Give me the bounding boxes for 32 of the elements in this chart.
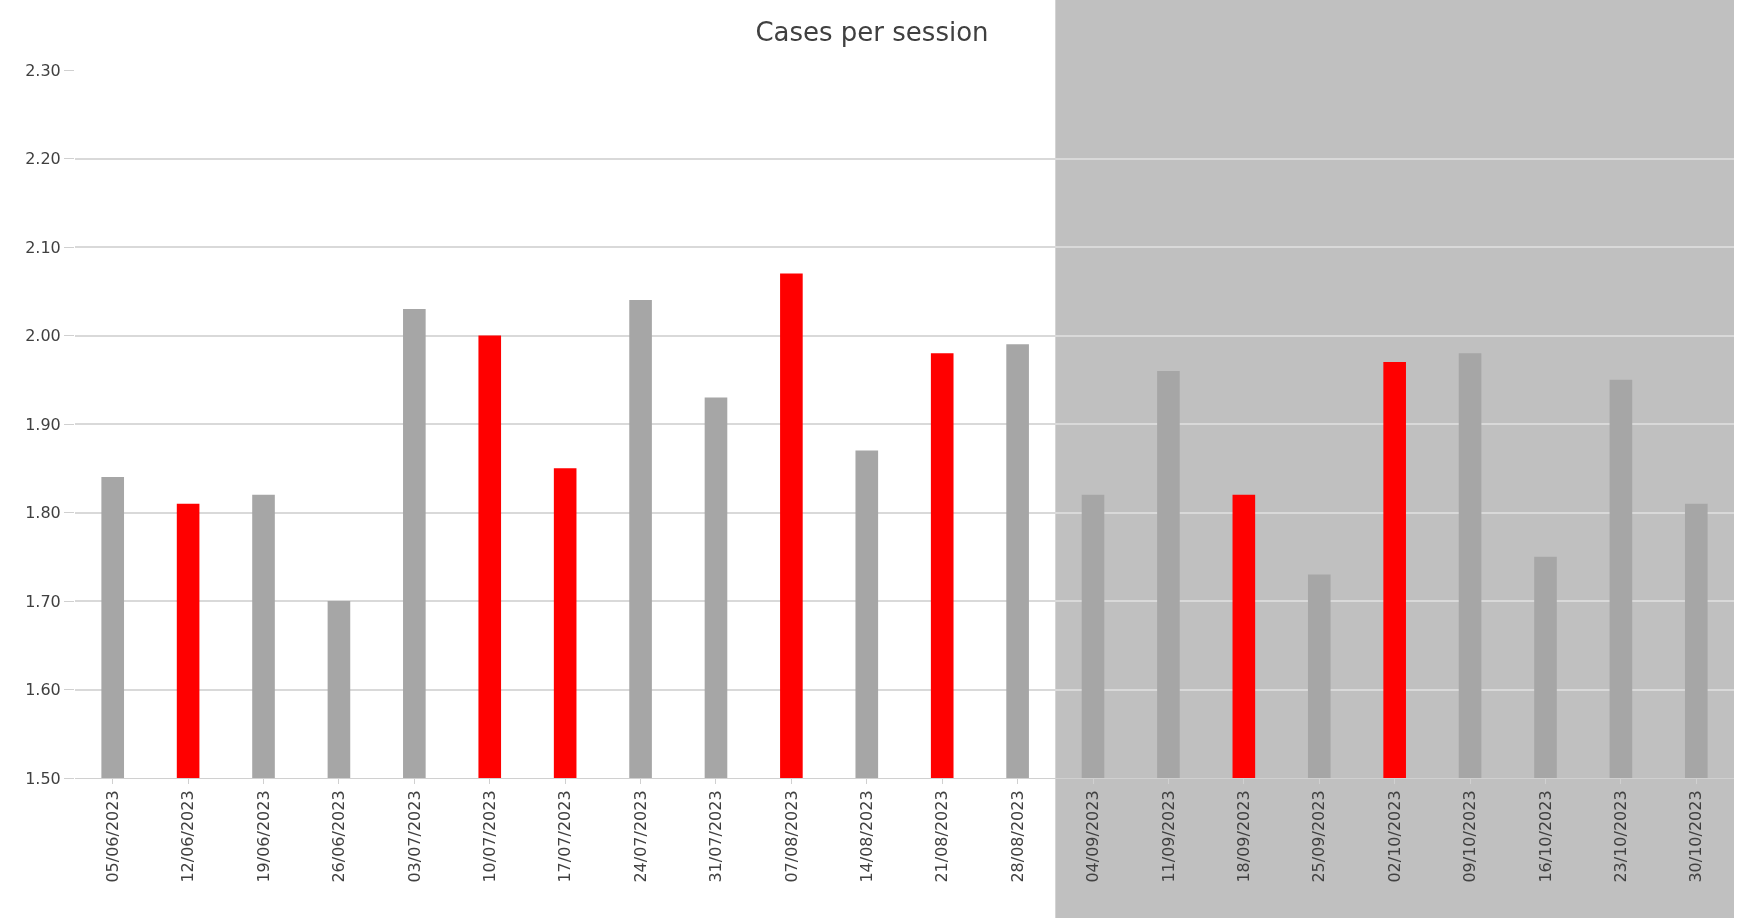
x-tick-label: 19/06/2023	[253, 790, 273, 883]
x-tick-label: 23/10/2023	[1611, 790, 1631, 883]
y-tick-label: 1.50	[25, 768, 61, 788]
x-tick-label: 26/06/2023	[329, 790, 349, 883]
x-tick-label: 31/07/2023	[706, 790, 726, 883]
x-tick-label: 18/09/2023	[1234, 790, 1254, 883]
x-tick-label: 21/08/2023	[932, 790, 952, 883]
y-tick-label: 1.80	[25, 503, 61, 523]
x-tick-label: 30/10/2023	[1686, 790, 1706, 883]
x-tick-label: 05/06/2023	[102, 790, 122, 883]
y-tick-label: 2.30	[25, 60, 61, 80]
x-tick-label: 10/07/2023	[479, 790, 499, 883]
y-tick-label: 2.20	[25, 149, 61, 169]
x-tick-label: 09/10/2023	[1460, 790, 1480, 883]
x-tick-label: 16/10/2023	[1535, 790, 1555, 883]
y-tick-label: 1.70	[25, 591, 61, 611]
x-tick-label: 28/08/2023	[1007, 790, 1027, 883]
y-tick-label: 1.90	[25, 414, 61, 434]
y-tick-label: 2.10	[25, 237, 61, 257]
y-tick-label: 2.00	[25, 326, 61, 346]
y-tick-label: 1.60	[25, 680, 61, 700]
x-tick-label: 17/07/2023	[555, 790, 575, 883]
x-tick-label: 24/07/2023	[630, 790, 650, 883]
x-tick-label: 02/10/2023	[1384, 790, 1404, 883]
x-tick-label: 04/09/2023	[1083, 790, 1103, 883]
x-tick-label: 03/07/2023	[404, 790, 424, 883]
x-tick-label: 12/06/2023	[178, 790, 198, 883]
x-tick-label: 14/08/2023	[857, 790, 876, 883]
x-tick-label: 25/09/2023	[1309, 790, 1329, 883]
chart-title: Cases per session	[755, 17, 989, 48]
x-tick-label: 07/08/2023	[781, 790, 801, 883]
x-tick-label: 11/09/2023	[1158, 790, 1178, 883]
